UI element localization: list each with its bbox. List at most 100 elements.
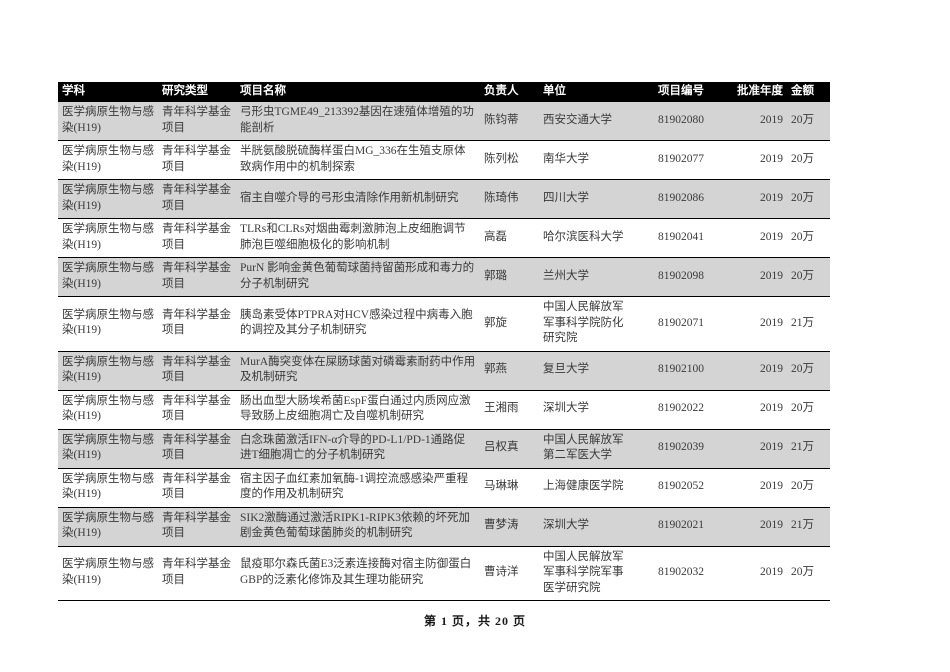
cell-discipline: 医学病原生物与感染(H19) <box>58 467 158 508</box>
cell-project-name: 肠出血型大肠埃希菌EspF蛋白通过内质网应激导致肠上皮细胞凋亡及自噬机制研究 <box>236 389 480 430</box>
cell-organization: 深圳大学 <box>539 389 637 430</box>
cell-amount: 20万 <box>787 350 830 391</box>
cell-project-code: 81902041 <box>637 218 725 258</box>
column-header-leader[interactable]: 负责人 <box>480 82 539 102</box>
cell-amount: 20万 <box>787 545 830 601</box>
table-row[interactable]: 医学病原生物与感染(H19) 青年科学基金项目 TLRs和CLRs对烟曲霉刺激肺泡上… <box>58 218 830 258</box>
cell-leader: 陈琦伟 <box>480 179 539 219</box>
cell-discipline: 医学病原生物与感染(H19) <box>58 218 158 258</box>
cell-leader: 曹梦涛 <box>480 506 539 547</box>
cell-amount: 21万 <box>787 428 830 469</box>
cell-approval-year: 2019 <box>725 506 787 547</box>
cell-leader: 陈钧蒂 <box>480 101 539 141</box>
table-row[interactable]: 医学病原生物与感染(H19) 青年科学基金项目 SIK2激酶通过激活RIPK1-RI… <box>58 506 830 547</box>
cell-organization: 南华大学 <box>539 140 637 180</box>
table-row[interactable]: 医学病原生物与感染(H19) 青年科学基金项目 宿主因子血红素加氧酶-1调控流感感染… <box>58 467 830 508</box>
cell-leader: 陈列松 <box>480 140 539 180</box>
cell-project-code: 81902080 <box>637 101 725 141</box>
cell-discipline: 医学病原生物与感染(H19) <box>58 140 158 180</box>
cell-amount: 20万 <box>787 218 830 258</box>
cell-research-type: 青年科学基金项目 <box>158 467 236 508</box>
cell-research-type: 青年科学基金项目 <box>158 101 236 141</box>
cell-leader: 曹诗洋 <box>480 545 539 601</box>
cell-project-name: PurN 影响金黄色葡萄球菌持留菌形成和毒力的分子机制研究 <box>236 257 480 297</box>
table-row[interactable]: 医学病原生物与感染(H19) 青年科学基金项目 半胱氨酸脱硫酶样蛋白MG_336在生… <box>58 140 830 180</box>
cell-approval-year: 2019 <box>725 140 787 180</box>
cell-project-code: 81902098 <box>637 257 725 297</box>
column-header-approval-year[interactable]: 批准年度 <box>725 82 787 102</box>
cell-project-code: 81902077 <box>637 140 725 180</box>
table-row[interactable]: 医学病原生物与感染(H19) 青年科学基金项目 白念珠菌激活IFN-α介导的PD-L… <box>58 428 830 469</box>
cell-project-name: 胰岛素受体PTPRA对HCV感染过程中病毒入胞的调控及其分子机制研究 <box>236 296 480 352</box>
cell-discipline: 医学病原生物与感染(H19) <box>58 506 158 547</box>
cell-approval-year: 2019 <box>725 428 787 469</box>
cell-discipline: 医学病原生物与感染(H19) <box>58 545 158 601</box>
cell-research-type: 青年科学基金项目 <box>158 140 236 180</box>
cell-approval-year: 2019 <box>725 350 787 391</box>
table-header-row: 学科 研究类型 项目名称 负责人 单位 项目编号 批准年度 金额 <box>58 82 830 102</box>
cell-research-type: 青年科学基金项目 <box>158 218 236 258</box>
project-table-container: 学科 研究类型 项目名称 负责人 单位 项目编号 批准年度 金额 医学病原生物与… <box>58 82 830 601</box>
table-body: 医学病原生物与感染(H19) 青年科学基金项目 弓形虫TGME49_213392基因… <box>58 101 830 601</box>
table-row[interactable]: 医学病原生物与感染(H19) 青年科学基金项目 鼠疫耶尔森氏菌E3泛素连接酶对宿主防… <box>58 545 830 601</box>
cell-organization: 哈尔滨医科大学 <box>539 218 637 258</box>
table-row[interactable]: 医学病原生物与感染(H19) 青年科学基金项目 弓形虫TGME49_213392基因… <box>58 101 830 141</box>
column-header-research-type[interactable]: 研究类型 <box>158 82 236 102</box>
cell-discipline: 医学病原生物与感染(H19) <box>58 350 158 391</box>
cell-leader: 郭璐 <box>480 257 539 297</box>
cell-project-name: 弓形虫TGME49_213392基因在速殖体增殖的功能剖析 <box>236 101 480 141</box>
cell-approval-year: 2019 <box>725 101 787 141</box>
column-header-project-name[interactable]: 项目名称 <box>236 82 480 102</box>
column-header-project-code[interactable]: 项目编号 <box>637 82 725 102</box>
cell-organization: 复旦大学 <box>539 350 637 391</box>
cell-discipline: 医学病原生物与感染(H19) <box>58 296 158 352</box>
cell-amount: 20万 <box>787 179 830 219</box>
cell-project-code: 81902071 <box>637 296 725 352</box>
cell-project-name: MurA酶突变体在屎肠球菌对磷霉素耐药中作用及机制研究 <box>236 350 480 391</box>
cell-discipline: 医学病原生物与感染(H19) <box>58 428 158 469</box>
cell-project-name: SIK2激酶通过激活RIPK1-RIPK3依赖的坏死加剧金黄色葡萄球菌肺炎的机制… <box>236 506 480 547</box>
cell-research-type: 青年科学基金项目 <box>158 506 236 547</box>
cell-organization: 上海健康医学院 <box>539 467 637 508</box>
cell-project-code: 81902086 <box>637 179 725 219</box>
cell-approval-year: 2019 <box>725 296 787 352</box>
cell-research-type: 青年科学基金项目 <box>158 179 236 219</box>
cell-research-type: 青年科学基金项目 <box>158 428 236 469</box>
table-row[interactable]: 医学病原生物与感染(H19) 青年科学基金项目 PurN 影响金黄色葡萄球菌持留菌形… <box>58 257 830 297</box>
cell-project-name: 半胱氨酸脱硫酶样蛋白MG_336在生殖支原体致病作用中的机制探索 <box>236 140 480 180</box>
cell-organization: 中国人民解放军第二军医大学 <box>539 428 637 469</box>
cell-approval-year: 2019 <box>725 218 787 258</box>
cell-project-name: 鼠疫耶尔森氏菌E3泛素连接酶对宿主防御蛋白GBP的泛素化修饰及其生理功能研究 <box>236 545 480 601</box>
cell-amount: 20万 <box>787 140 830 180</box>
cell-discipline: 医学病原生物与感染(H19) <box>58 257 158 297</box>
table-row[interactable]: 医学病原生物与感染(H19) 青年科学基金项目 胰岛素受体PTPRA对HCV感染过程… <box>58 296 830 352</box>
cell-amount: 20万 <box>787 467 830 508</box>
table-header: 学科 研究类型 项目名称 负责人 单位 项目编号 批准年度 金额 <box>58 82 830 102</box>
table-row[interactable]: 医学病原生物与感染(H19) 青年科学基金项目 MurA酶突变体在屎肠球菌对磷霉素耐… <box>58 350 830 391</box>
cell-amount: 21万 <box>787 506 830 547</box>
table-row[interactable]: 医学病原生物与感染(H19) 青年科学基金项目 肠出血型大肠埃希菌EspF蛋白通过内… <box>58 389 830 430</box>
cell-project-name: 宿主自噬介导的弓形虫清除作用新机制研究 <box>236 179 480 219</box>
cell-research-type: 青年科学基金项目 <box>158 389 236 430</box>
cell-amount: 21万 <box>787 296 830 352</box>
cell-approval-year: 2019 <box>725 179 787 219</box>
cell-organization: 中国人民解放军军事科学院防化研究院 <box>539 296 637 352</box>
cell-project-code: 81902021 <box>637 506 725 547</box>
cell-approval-year: 2019 <box>725 257 787 297</box>
column-header-organization[interactable]: 单位 <box>539 82 637 102</box>
table-row[interactable]: 医学病原生物与感染(H19) 青年科学基金项目 宿主自噬介导的弓形虫清除作用新机制研… <box>58 179 830 219</box>
cell-leader: 王湘雨 <box>480 389 539 430</box>
cell-project-code: 81902100 <box>637 350 725 391</box>
cell-leader: 马琳琳 <box>480 467 539 508</box>
page-footer: 第 1 页，共 20 页 <box>423 614 526 628</box>
cell-amount: 20万 <box>787 101 830 141</box>
cell-project-code: 81902032 <box>637 545 725 601</box>
cell-organization: 兰州大学 <box>539 257 637 297</box>
cell-discipline: 医学病原生物与感染(H19) <box>58 389 158 430</box>
cell-project-code: 81902052 <box>637 467 725 508</box>
cell-organization: 深圳大学 <box>539 506 637 547</box>
cell-project-name: 宿主因子血红素加氧酶-1调控流感感染严重程度的作用及机制研究 <box>236 467 480 508</box>
cell-discipline: 医学病原生物与感染(H19) <box>58 101 158 141</box>
column-header-amount[interactable]: 金额 <box>787 82 830 102</box>
column-header-discipline[interactable]: 学科 <box>58 82 158 102</box>
